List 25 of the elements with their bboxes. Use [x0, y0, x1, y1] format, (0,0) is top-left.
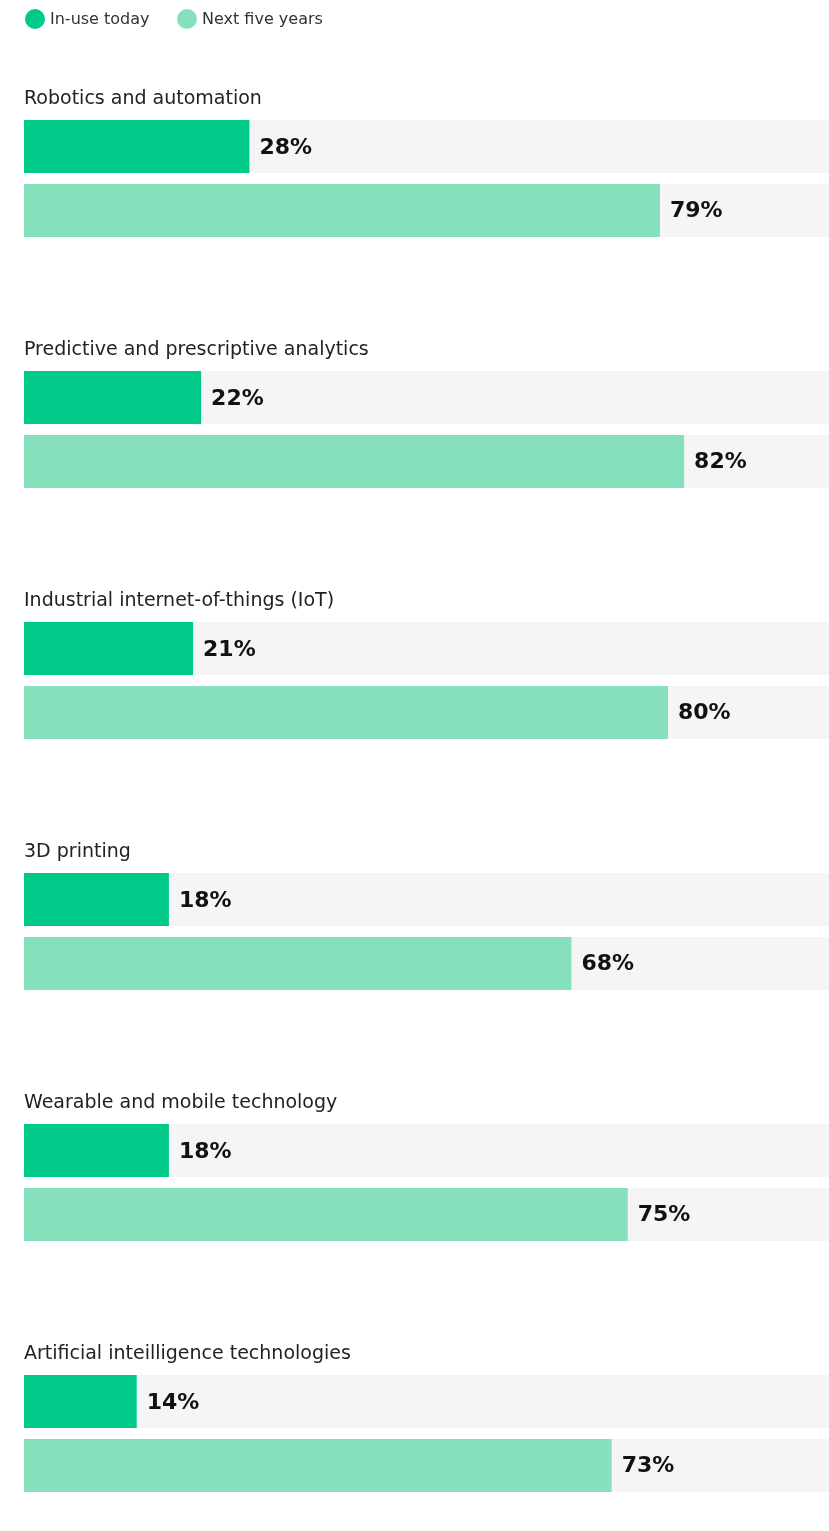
- data-label: 14%: [146, 1388, 200, 1414]
- data-label: 18%: [178, 886, 232, 912]
- y-tick-label: Wearable and mobile technology: [24, 1090, 338, 1112]
- data-label: 82%: [694, 448, 747, 474]
- data-label: 22%: [211, 384, 264, 410]
- legend-label: Next five years: [202, 9, 323, 28]
- legend-label: In-use today: [50, 9, 150, 28]
- data-label: 79%: [669, 197, 723, 223]
- bar: [24, 1124, 169, 1178]
- data-label: 68%: [581, 950, 635, 976]
- bar: [24, 1375, 137, 1429]
- bar: [24, 622, 194, 676]
- data-label: 28%: [259, 133, 313, 159]
- data-label: 21%: [203, 635, 256, 661]
- y-tick-label: Artificial inteilligence technologies: [24, 1341, 351, 1363]
- data-label: 18%: [178, 1137, 232, 1163]
- bar: [24, 873, 169, 927]
- y-tick-label: 3D printing: [24, 839, 131, 861]
- bar: [24, 371, 202, 425]
- y-tick-label: Robotics and automation: [24, 86, 262, 108]
- y-tick-label: Predictive and prescriptive analytics: [24, 337, 369, 359]
- data-label: 80%: [678, 699, 731, 725]
- data-label: 75%: [637, 1201, 691, 1227]
- y-tick-label: Industrial internet-of-things (IoT): [24, 588, 335, 610]
- data-label: 73%: [621, 1452, 675, 1478]
